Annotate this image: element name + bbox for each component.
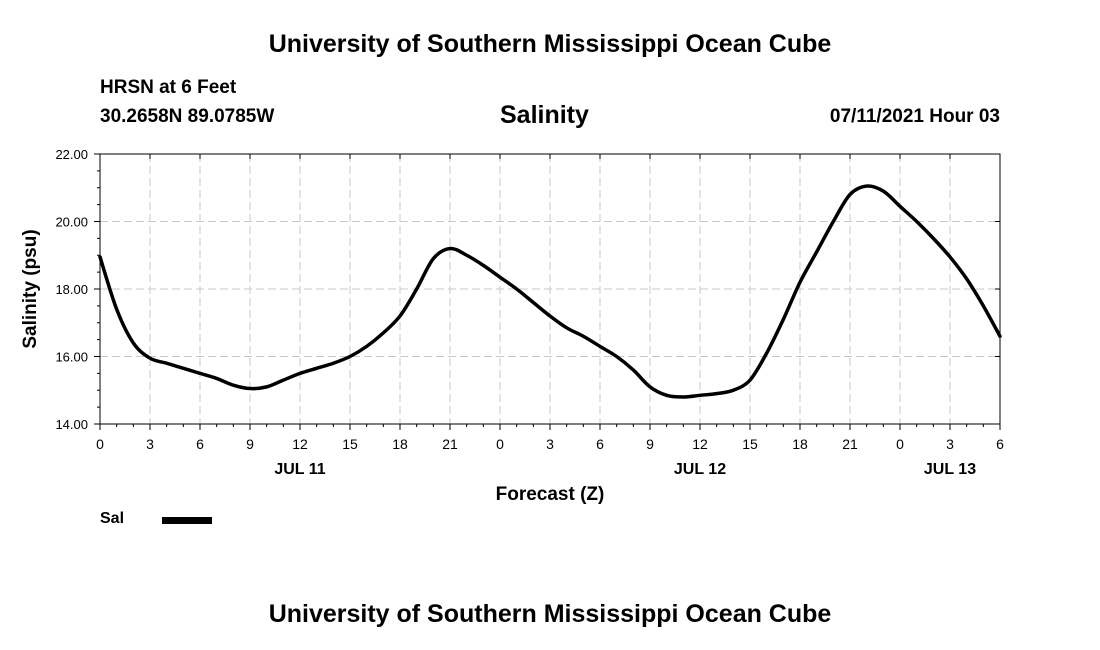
x-tick-label: 15 <box>342 436 358 452</box>
station-label: HRSN at 6 Feet <box>100 77 237 98</box>
x-axis-title: Forecast (Z) <box>496 484 605 505</box>
x-tick-label: 3 <box>946 436 954 452</box>
legend-label: Sal <box>100 510 125 527</box>
top-title: University of Southern Mississippi Ocean… <box>268 30 832 58</box>
ticks-layer: 0 3 6 9 12 15 18 21 0 3 6 9 12 15 18 21 0 3 6 14.00 16.00 18.… <box>55 147 1004 478</box>
x-tick-label: 6 <box>596 436 604 452</box>
x-tick-label: 12 <box>292 436 308 452</box>
y-tick-label: 14.00 <box>55 417 88 432</box>
timestamp-label: 07/11/2021 Hour 03 <box>829 106 1000 127</box>
x-tick-label: 3 <box>146 436 154 452</box>
y-axis-title: Salinity (psu) <box>20 229 41 348</box>
x-tick-label: 3 <box>546 436 554 452</box>
x-tick-label: 6 <box>996 436 1004 452</box>
y-tick-label: 20.00 <box>55 215 88 230</box>
x-tick-label: 6 <box>196 436 204 452</box>
x-tick-label: 9 <box>246 436 254 452</box>
legend-swatch <box>162 517 212 524</box>
x-tick-label: 0 <box>96 436 104 452</box>
x-tick-label: 18 <box>392 436 408 452</box>
y-tick-label: 16.00 <box>55 350 88 365</box>
x-tick-label: 0 <box>896 436 904 452</box>
x-tick-label: 21 <box>442 436 458 452</box>
series-line-sal <box>98 184 1002 399</box>
series-layer <box>98 184 1002 399</box>
bottom-title: University of Southern Mississippi Ocean… <box>268 600 832 628</box>
x-tick-label: 9 <box>646 436 654 452</box>
date-label: JUL 11 <box>274 461 325 478</box>
x-tick-label: 15 <box>742 436 758 452</box>
x-tick-label: 0 <box>496 436 504 452</box>
x-tick-label: 12 <box>692 436 708 452</box>
x-tick-label: 21 <box>842 436 858 452</box>
y-tick-label: 18.00 <box>55 282 88 297</box>
x-tick-label: 18 <box>792 436 808 452</box>
date-label: JUL 13 <box>924 461 976 478</box>
date-label: JUL 12 <box>674 461 726 478</box>
variable-title: Salinity <box>500 101 589 129</box>
y-tick-label: 22.00 <box>55 147 88 162</box>
grid-layer <box>100 154 1000 424</box>
coordinates-label: 30.2658N 89.0785W <box>100 106 275 127</box>
